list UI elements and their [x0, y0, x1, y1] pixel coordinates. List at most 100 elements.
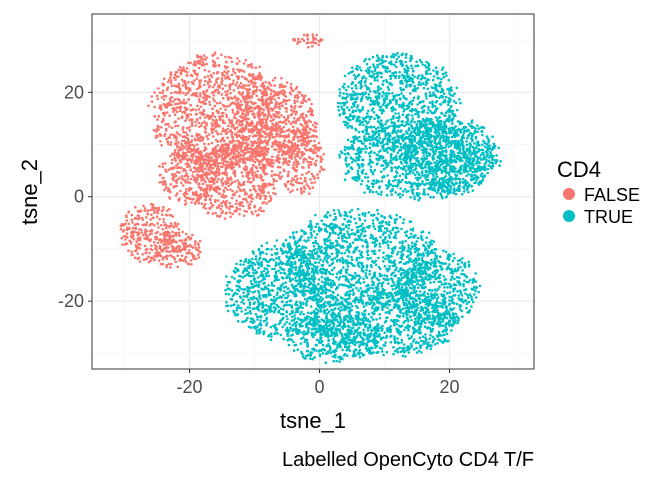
data-point: [192, 178, 196, 182]
data-point: [302, 33, 306, 37]
data-point: [234, 163, 238, 166]
data-point: [184, 190, 188, 194]
data-point: [226, 89, 229, 93]
data-point: [399, 180, 403, 184]
data-point: [196, 104, 199, 108]
data-point: [317, 43, 321, 46]
data-point: [383, 65, 386, 69]
data-point: [454, 182, 458, 185]
data-point: [211, 135, 215, 138]
data-point: [315, 159, 318, 163]
data-point: [397, 112, 400, 115]
data-point: [342, 92, 345, 95]
data-point: [190, 135, 194, 138]
data-point: [343, 74, 347, 78]
data-point: [342, 110, 346, 114]
data-point: [130, 218, 133, 222]
data-point: [405, 122, 408, 126]
data-point: [297, 162, 301, 166]
data-point: [235, 81, 239, 84]
data-point: [381, 103, 385, 107]
data-point: [225, 211, 228, 215]
data-point: [253, 155, 257, 158]
data-point: [262, 152, 265, 155]
data-point: [385, 97, 389, 100]
data-point: [137, 232, 141, 236]
data-point: [258, 65, 261, 69]
data-point: [459, 172, 462, 175]
data-point: [176, 85, 179, 89]
data-point: [194, 108, 198, 112]
data-point: [133, 249, 137, 253]
data-point: [394, 112, 397, 115]
data-point: [213, 61, 217, 64]
data-point: [230, 160, 233, 163]
data-point: [207, 167, 211, 170]
data-point: [382, 79, 385, 83]
data-point: [359, 83, 363, 87]
data-point: [164, 246, 168, 249]
data-point: [410, 189, 414, 192]
data-point: [234, 202, 238, 206]
data-point: [292, 183, 295, 187]
data-point: [176, 132, 180, 136]
data-point: [423, 193, 427, 196]
data-point: [433, 105, 437, 108]
data-point: [197, 253, 200, 256]
data-point: [185, 154, 189, 158]
data-point: [201, 136, 205, 139]
data-point: [413, 120, 416, 124]
data-point: [176, 102, 179, 106]
data-point: [198, 137, 202, 140]
data-point: [258, 189, 262, 192]
data-point: [169, 222, 173, 225]
data-point: [421, 76, 424, 80]
data-point: [203, 148, 207, 152]
data-point: [280, 153, 284, 157]
data-point: [169, 154, 172, 158]
data-point: [408, 83, 411, 87]
data-point: [394, 53, 398, 57]
data-point: [426, 111, 430, 115]
data-point: [369, 97, 373, 100]
data-point: [385, 70, 389, 74]
data-point: [182, 167, 186, 171]
data-point: [416, 112, 420, 116]
data-point: [398, 75, 401, 78]
data-point: [291, 125, 295, 129]
data-point: [232, 79, 235, 82]
data-point: [236, 179, 239, 182]
data-point: [263, 85, 266, 88]
data-point: [264, 164, 267, 167]
data-point: [284, 102, 288, 106]
data-point: [263, 145, 267, 149]
data-point: [217, 153, 221, 156]
data-point: [283, 146, 287, 149]
data-point: [254, 81, 257, 85]
data-point: [394, 76, 397, 80]
data-point: [440, 77, 443, 81]
data-point: [196, 87, 199, 91]
data-point: [153, 240, 156, 244]
data-point: [190, 245, 193, 248]
data-point: [173, 103, 177, 106]
data-point: [233, 113, 236, 116]
data-point: [219, 140, 222, 143]
data-point: [208, 103, 212, 106]
data-point: [125, 215, 128, 219]
data-point: [225, 115, 228, 119]
data-point: [180, 148, 183, 151]
data-point: [241, 75, 244, 78]
data-point: [234, 84, 238, 87]
data-point: [197, 152, 201, 156]
data-point: [252, 73, 255, 76]
data-point: [241, 183, 244, 186]
data-point: [367, 180, 370, 183]
data-point: [162, 98, 166, 101]
data-point: [417, 95, 420, 98]
data-point: [195, 77, 199, 80]
data-point: [192, 197, 195, 201]
data-point: [241, 141, 244, 145]
data-point: [355, 117, 359, 121]
